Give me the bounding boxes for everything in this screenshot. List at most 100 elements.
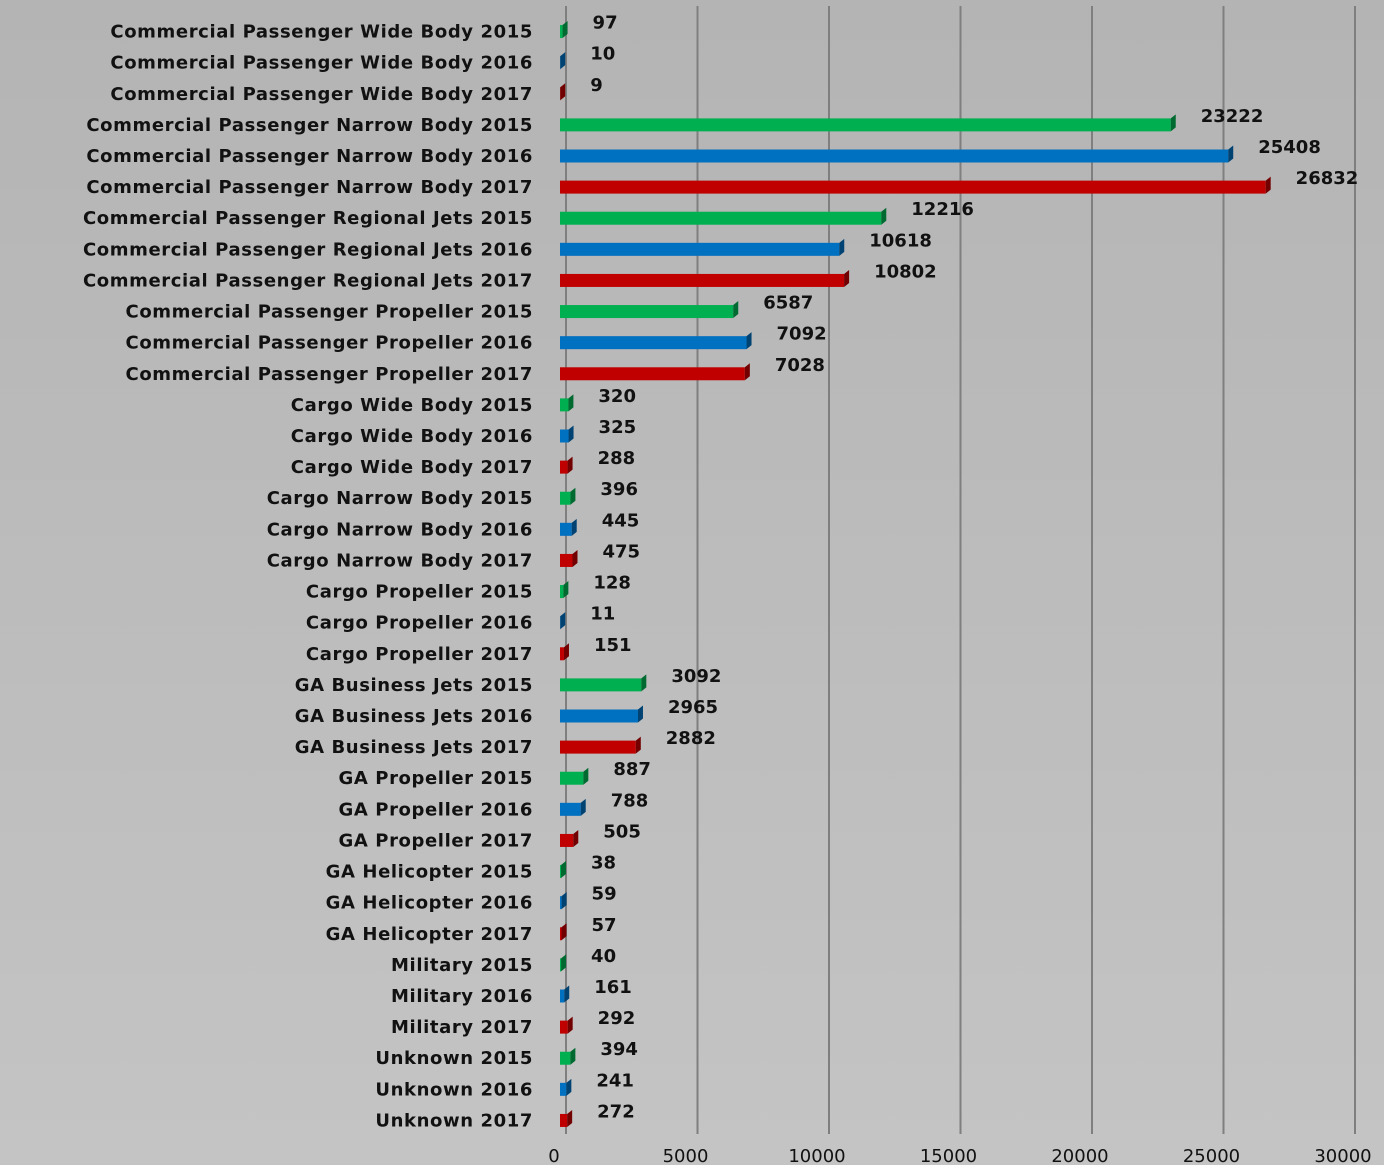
y-tick-label: GA Helicopter 2017: [326, 924, 533, 945]
y-tick-label: Commercial Passenger Regional Jets 2016: [83, 239, 533, 260]
y-tick-label: GA Propeller 2016: [339, 799, 534, 820]
bar-side: [567, 456, 573, 474]
bar-side: [561, 892, 567, 910]
bar-side: [560, 83, 566, 101]
value-label: 6587: [763, 293, 813, 314]
bar: [560, 833, 574, 847]
bar: [560, 25, 563, 39]
value-label: 25408: [1258, 137, 1321, 158]
bar-side: [562, 21, 568, 39]
y-tick-label: GA Business Jets 2017: [295, 737, 533, 758]
x-tick-label: 10000: [788, 1146, 845, 1165]
x-tick-label: 15000: [920, 1146, 977, 1165]
value-label: 26832: [1296, 168, 1359, 189]
y-tick-label: Commercial Passenger Narrow Body 2016: [86, 146, 533, 167]
bar-side: [637, 705, 643, 723]
y-tick-label: Commercial Passenger Regional Jets 2017: [83, 270, 533, 291]
y-tick-label: Cargo Propeller 2017: [306, 644, 533, 665]
value-label: 475: [602, 541, 640, 562]
bar-side: [560, 52, 566, 70]
bar-side: [635, 736, 641, 754]
y-tick-label: Cargo Wide Body 2017: [291, 457, 533, 478]
y-tick-label: Commercial Passenger Wide Body 2015: [110, 22, 533, 43]
y-tick-label: Cargo Narrow Body 2016: [267, 519, 533, 540]
bar-side: [844, 269, 850, 287]
bar-side: [571, 518, 577, 536]
value-label: 394: [600, 1039, 638, 1060]
y-tick-label: Military 2017: [391, 1017, 533, 1038]
y-tick-label: Commercial Passenger Narrow Body 2015: [86, 115, 533, 136]
y-tick-label: Cargo Narrow Body 2017: [267, 550, 533, 571]
value-label: 10: [590, 44, 615, 65]
bar: [560, 211, 882, 225]
bar-side: [572, 549, 578, 567]
y-tick-label: GA Business Jets 2015: [295, 675, 533, 696]
bar-side: [561, 923, 567, 941]
value-label: 272: [597, 1101, 635, 1122]
bar: [560, 896, 562, 910]
x-tick-label: 0: [548, 1146, 559, 1165]
y-tick-label: Commercial Passenger Narrow Body 2017: [86, 177, 533, 198]
bar-side: [1170, 114, 1176, 132]
bar: [560, 802, 581, 816]
bar-side: [733, 301, 739, 319]
bar: [560, 429, 569, 443]
value-label: 10802: [874, 261, 937, 282]
bar: [560, 149, 1229, 163]
bar: [560, 553, 573, 567]
bar: [560, 1020, 568, 1034]
bar: [560, 118, 1171, 132]
bar-side: [567, 1016, 573, 1034]
x-tick-label: 30000: [1314, 1146, 1371, 1165]
bar: [560, 460, 568, 474]
value-label: 11: [590, 604, 615, 625]
value-label: 38: [591, 853, 616, 874]
bar-side: [1228, 145, 1234, 163]
bar-side: [563, 643, 569, 661]
y-tick-label: Unknown 2017: [375, 1110, 533, 1131]
y-tick-label: Commercial Passenger Propeller 2017: [126, 364, 533, 385]
bar-side: [583, 767, 589, 785]
y-tick-label: Unknown 2015: [375, 1048, 533, 1069]
bar: [560, 709, 638, 723]
y-tick-label: GA Propeller 2017: [339, 830, 534, 851]
y-tick-label: Commercial Passenger Regional Jets 2015: [83, 208, 533, 229]
y-tick-label: Cargo Wide Body 2015: [291, 395, 533, 416]
value-label: 505: [603, 821, 641, 842]
bar-side: [641, 674, 647, 692]
bar-side: [1265, 176, 1271, 194]
bar-side: [568, 394, 574, 412]
value-label: 325: [599, 417, 637, 438]
value-label: 2882: [666, 728, 716, 749]
y-tick-label: GA Helicopter 2015: [326, 862, 533, 883]
value-label: 2965: [668, 697, 718, 718]
bar: [560, 865, 561, 879]
value-label: 9: [590, 75, 603, 96]
value-label: 7092: [777, 324, 827, 345]
value-label: 887: [613, 759, 651, 780]
value-label: 10618: [869, 230, 932, 251]
value-label: 288: [598, 448, 636, 469]
value-label: 396: [600, 479, 638, 500]
y-tick-label: Cargo Propeller 2015: [306, 582, 533, 603]
value-label: 241: [596, 1070, 634, 1091]
bar-side: [561, 954, 567, 972]
bar: [560, 336, 747, 350]
y-tick-label: GA Helicopter 2016: [326, 893, 533, 914]
bar: [560, 771, 584, 785]
bar-side: [839, 238, 845, 256]
bar: [560, 491, 571, 505]
value-label: 292: [598, 1008, 636, 1029]
bar-side: [580, 798, 586, 816]
bar-side: [560, 612, 566, 630]
bar-side: [560, 861, 566, 879]
bar: [560, 180, 1266, 194]
value-label: 320: [598, 386, 636, 407]
y-tick-label: Commercial Passenger Wide Body 2016: [110, 53, 533, 74]
x-tick-label: 25000: [1183, 1146, 1240, 1165]
y-tick-label: Commercial Passenger Wide Body 2017: [110, 84, 533, 105]
bar: [560, 1113, 568, 1127]
y-tick-label: Cargo Propeller 2016: [306, 613, 533, 634]
bar: [560, 678, 642, 692]
